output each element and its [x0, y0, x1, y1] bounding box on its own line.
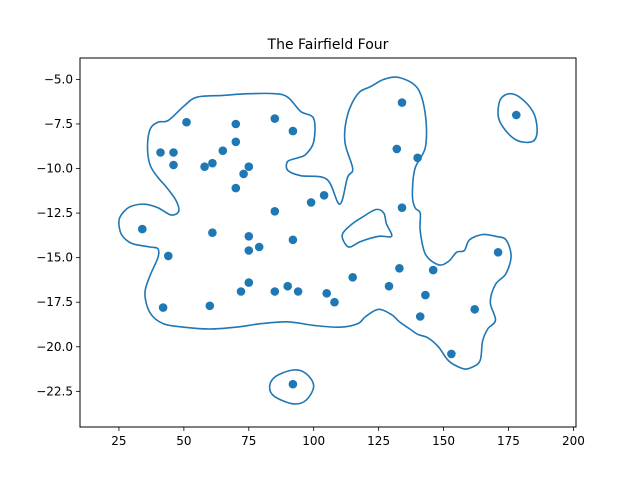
contour-line-1	[341, 208, 393, 248]
scatter-point	[156, 148, 165, 157]
y-tick-label: −5.0	[44, 72, 73, 86]
scatter-point	[208, 158, 217, 168]
scatter-point	[236, 287, 246, 296]
scatter-point	[348, 273, 358, 282]
scatter-point	[319, 191, 329, 200]
scatter-point	[218, 146, 228, 155]
scatter-point	[169, 148, 178, 157]
scatter-point	[244, 246, 254, 255]
y-tick-label: −10.0	[36, 162, 73, 176]
scatter-point	[421, 290, 430, 300]
scatter-point	[254, 242, 264, 252]
y-tick-label: −22.5	[36, 384, 73, 398]
plot-frame	[79, 57, 577, 428]
y-tick-label: −7.5	[44, 117, 73, 131]
scatter-point	[395, 264, 404, 273]
scatter-point	[447, 349, 456, 359]
x-tick-label: 200	[562, 434, 585, 448]
x-axis-ticks: 25 50 75 100 125 150 175 200	[111, 427, 585, 448]
x-tick-label: 75	[241, 434, 256, 448]
scatter-points	[138, 98, 521, 389]
x-tick-label: 25	[111, 434, 126, 448]
scatter-point	[244, 232, 254, 241]
y-tick-label: −12.5	[36, 206, 73, 220]
contour-lines	[118, 76, 538, 405]
scatter-point	[397, 203, 407, 212]
scatter-point	[244, 162, 254, 171]
x-tick-label: 175	[497, 434, 520, 448]
x-tick-label: 150	[432, 434, 455, 448]
scatter-point	[288, 126, 298, 136]
scatter-point	[169, 160, 178, 170]
scatter-point	[293, 287, 303, 296]
y-tick-label: −20.0	[36, 340, 73, 354]
contour-line-3	[268, 369, 315, 405]
x-tick-label: 100	[302, 434, 325, 448]
scatter-point	[231, 119, 241, 129]
y-tick-label: −15.0	[36, 251, 73, 265]
scatter-point	[470, 305, 480, 314]
scatter-point	[164, 251, 173, 261]
scatter-point	[428, 265, 438, 275]
scatter-point	[244, 278, 254, 287]
scatter-point	[288, 379, 298, 389]
scatter-point	[200, 162, 209, 171]
x-tick-label: 50	[176, 434, 191, 448]
scatter-point	[413, 153, 422, 163]
scatter-point	[239, 169, 248, 179]
scatter-point	[415, 312, 425, 321]
scatter-point	[158, 303, 168, 312]
scatter-point	[182, 117, 191, 127]
scatter-point	[138, 224, 147, 234]
scatter-point	[270, 207, 280, 216]
scatter-point	[512, 110, 521, 120]
scatter-point	[322, 289, 332, 298]
scatter-point	[231, 183, 241, 193]
scatter-point	[208, 228, 217, 237]
scatter-point	[392, 144, 402, 154]
contour-line-2	[497, 92, 538, 144]
scatter-point	[384, 281, 394, 291]
scatter-point	[283, 281, 293, 291]
scatter-point	[270, 287, 280, 296]
scatter-point	[288, 235, 298, 245]
scatter-point	[205, 301, 215, 311]
x-tick-label: 125	[367, 434, 390, 448]
scatter-point	[306, 198, 316, 207]
scatter-point	[330, 297, 339, 307]
scatter-point	[270, 114, 280, 123]
y-axis-ticks: −5.0 −7.5 −10.0 −12.5 −15.0 −17.5 −20.0 −22.5	[36, 72, 80, 398]
scatter-point	[397, 98, 407, 107]
scatter-point	[493, 248, 503, 257]
scatter-point	[231, 137, 241, 147]
chart-title: The Fairfield Four	[267, 37, 389, 53]
y-tick-label: −17.5	[36, 295, 73, 309]
contour-line-0	[118, 76, 512, 370]
